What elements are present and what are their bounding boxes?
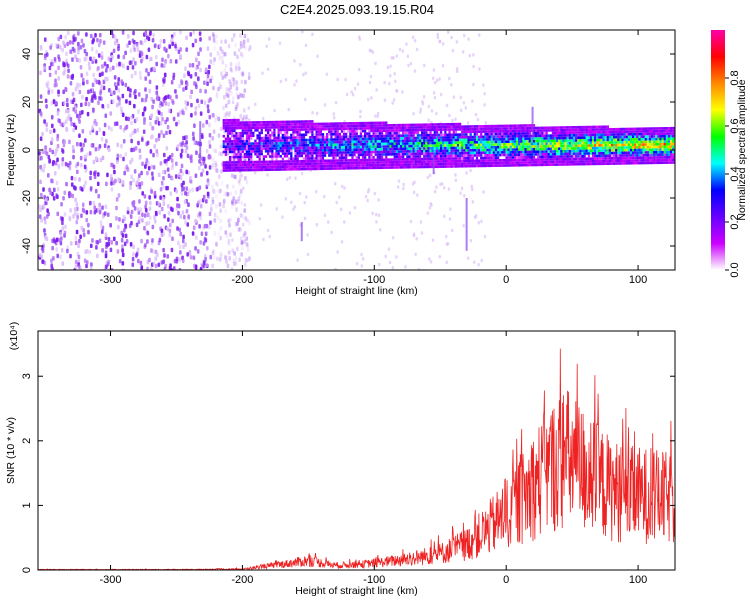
snr-frame — [37, 330, 676, 571]
spectrogram-ylabel: Frequency (Hz) — [5, 114, 17, 186]
y-tick-label: 1 — [21, 502, 33, 508]
x-tick-label: 100 — [629, 574, 647, 586]
y-tick-label: -20 — [21, 190, 33, 206]
spectrogram-xlabel: Height of straight line (km) — [295, 285, 418, 297]
y-tick-label: 20 — [21, 96, 33, 108]
colorbar-gradient — [711, 30, 725, 270]
y-tick-label: 2 — [21, 438, 33, 444]
snr-panel: -300 -200 -100 0 100 0 1 2 3 Height of straight l… — [5, 322, 676, 597]
colorbar-tick-label: 0.4 — [729, 166, 741, 181]
y-tick-label: 0 — [21, 567, 33, 573]
y-tick-label: 40 — [21, 48, 33, 60]
colorbar-tick-label: 0.8 — [729, 70, 741, 85]
snr-xlabel: Height of straight line (km) — [295, 585, 418, 597]
y-tick-label: 3 — [21, 373, 33, 379]
colorbar-label: Normalized spectral amplitude — [736, 79, 748, 220]
x-tick-label: -100 — [363, 574, 385, 586]
x-tick-label: 0 — [503, 574, 509, 586]
colorbar-tick-label: 0.0 — [729, 262, 741, 277]
x-tick-label: -300 — [100, 574, 122, 586]
x-tick-label: 100 — [629, 274, 647, 286]
snr-multiplier: (x10⁴) — [8, 322, 20, 350]
y-tick-label: 0 — [21, 147, 33, 153]
colorbar-tick-label: 0.6 — [729, 118, 741, 133]
figure-title: C2E4.2025.093.19.15.R04 — [280, 2, 434, 17]
colorbar-tick-label: 0.2 — [729, 214, 741, 229]
spectrogram-cells — [38, 30, 675, 270]
x-tick-label: 0 — [503, 274, 509, 286]
x-tick-label: -200 — [231, 574, 253, 586]
x-tick-label: -300 — [100, 274, 122, 286]
y-tick-label: -40 — [21, 238, 33, 254]
x-tick-label: -200 — [231, 274, 253, 286]
snr-ylabel: SNR (10 * v/v) — [5, 417, 17, 484]
x-tick-label: -100 — [363, 274, 385, 286]
snr-series-line — [38, 348, 675, 570]
